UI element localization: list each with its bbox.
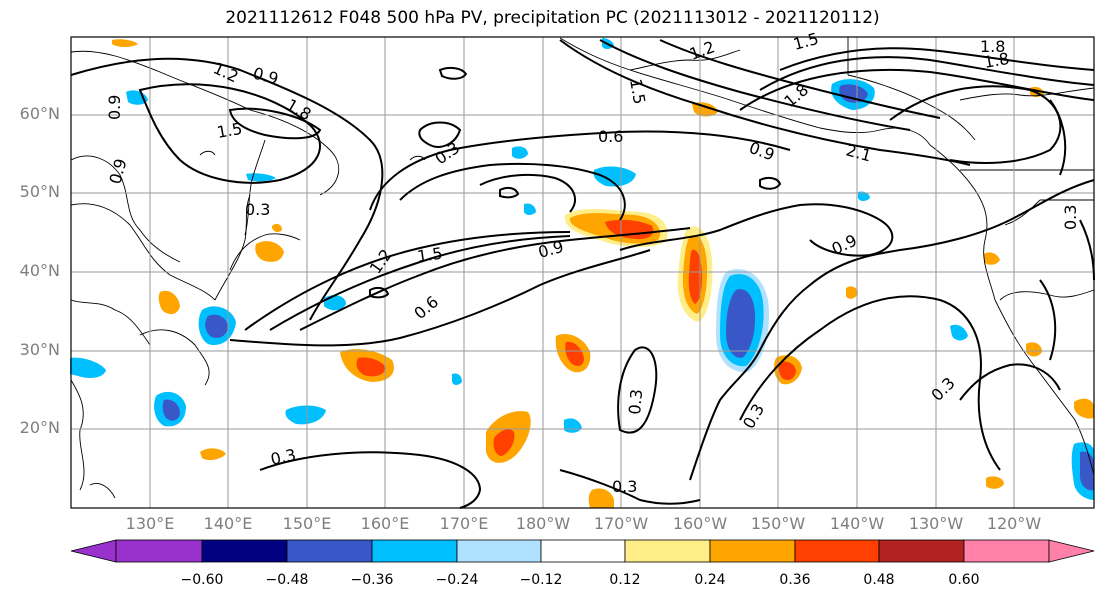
page-title: 2021112612 F048 500 hPa PV, precipitatio… xyxy=(225,8,880,28)
lat-tick-label: 60°N xyxy=(19,104,60,123)
coastlines xyxy=(70,37,1095,499)
lat-tick-label: 30°N xyxy=(19,340,60,359)
precip-positive-regions xyxy=(112,39,1094,508)
colorbar-tick-label: 0.36 xyxy=(779,572,811,588)
colorbar-extend-min xyxy=(70,539,117,563)
contour-label: 0.3 xyxy=(625,388,646,415)
contour-label: 1.5 xyxy=(215,119,243,142)
lon-tick-label: 180°W xyxy=(515,514,571,533)
contour-label: 1.5 xyxy=(626,77,649,105)
contour-label: 1.8 xyxy=(982,49,1010,72)
lon-tick-label: 130°E xyxy=(125,514,175,533)
colorbar-tick-label: −0.60 xyxy=(180,572,224,588)
lon-tick-label: 120°W xyxy=(986,514,1042,533)
lon-tick-label: 140°E xyxy=(203,514,253,533)
colorbar-tick-label: −0.12 xyxy=(519,572,563,588)
contour-label: 0.3 xyxy=(1061,205,1080,230)
contour-label: 0.6 xyxy=(598,127,623,146)
colorbar xyxy=(70,539,1095,563)
contour-label: 0.3 xyxy=(269,445,298,469)
contour-label: 0.3 xyxy=(245,200,270,219)
lon-tick-label: 170°W xyxy=(593,514,649,533)
colorbar-tick-label: −0.48 xyxy=(265,572,309,588)
lon-tick-label: 150°W xyxy=(750,514,806,533)
contour-label: 0.3 xyxy=(612,477,637,496)
lon-tick-label: 170°E xyxy=(439,514,489,533)
colorbar-tick-label: −0.24 xyxy=(435,572,479,588)
lon-tick-label: 160°W xyxy=(672,514,728,533)
colorbar-tick-label: 0.60 xyxy=(948,572,980,588)
lon-tick-label: 130°W xyxy=(908,514,964,533)
contour-label: 1.8 xyxy=(980,37,1005,56)
contour-label: 0.9 xyxy=(105,95,124,120)
colorbar-extend-max xyxy=(1048,539,1095,563)
map-frame xyxy=(70,36,1095,509)
contour-label: 1.5 xyxy=(416,244,444,266)
colorbar-tick-label: 0.12 xyxy=(609,572,641,588)
colorbar-tick-label: 0.48 xyxy=(863,572,895,588)
lat-tick-label: 20°N xyxy=(19,418,60,437)
colorbar-tick-label: −0.36 xyxy=(350,572,394,588)
lat-tick-label: 40°N xyxy=(19,261,60,280)
lon-tick-label: 140°W xyxy=(829,514,885,533)
lat-tick-label: 50°N xyxy=(19,182,60,201)
colorbar-tick-label: 0.24 xyxy=(694,572,726,588)
pv-contours xyxy=(70,39,1095,509)
lon-tick-label: 160°E xyxy=(360,514,410,533)
lon-tick-label: 150°E xyxy=(282,514,332,533)
